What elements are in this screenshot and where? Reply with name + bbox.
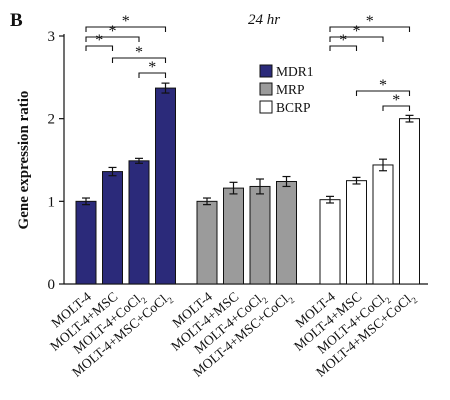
- bar-bcrp-3: [372, 164, 394, 285]
- legend-label: MDR1: [276, 64, 314, 79]
- significance-bracket: *: [111, 44, 167, 63]
- bar-mrp-1: [196, 200, 218, 285]
- axes: 0 1 2 3: [48, 29, 428, 293]
- significance-star: *: [148, 59, 156, 76]
- legend-label: BCRP: [276, 100, 311, 115]
- significance-star: *: [95, 32, 103, 49]
- bar-bcrp-1: [319, 199, 341, 285]
- bar-mdr1-4: [155, 87, 176, 285]
- legend-swatch: [259, 82, 273, 96]
- legend-item-mrp: MRP: [259, 82, 305, 97]
- legend: MDR1 MRP BCRP: [259, 64, 314, 115]
- significance-bracket: *: [382, 92, 411, 111]
- legend-item-bcrp: BCRP: [259, 100, 311, 115]
- y-tick-label: 1: [48, 194, 56, 210]
- legend-swatch: [259, 64, 273, 78]
- y-tick-label: 3: [48, 29, 56, 45]
- bar-bcrp-4: [399, 118, 420, 285]
- significance-bracket: *: [329, 13, 411, 32]
- bar-mdr1-1: [75, 200, 97, 285]
- legend-swatch: [259, 100, 273, 114]
- y-tick-label: 0: [48, 277, 56, 293]
- significance-bracket: *: [355, 77, 411, 96]
- significance-star: *: [353, 23, 361, 40]
- bar-mdr1-3: [128, 160, 150, 285]
- bar-mrp-4: [276, 180, 297, 285]
- bar-bcrp-2: [346, 180, 367, 285]
- y-tick-label: 2: [48, 112, 56, 128]
- significance-bracket: *: [85, 23, 140, 42]
- significance-brackets: * * * * * * * * * *: [85, 13, 411, 111]
- bar-mdr1-2: [102, 171, 123, 285]
- bar-mrp-3: [249, 185, 271, 285]
- significance-star: *: [379, 77, 387, 94]
- significance-star: *: [392, 92, 400, 109]
- legend-item-mdr1: MDR1: [259, 64, 314, 79]
- panel-label: B: [10, 10, 23, 31]
- significance-bracket: *: [138, 59, 167, 78]
- bars: [75, 82, 420, 285]
- significance-star: *: [135, 44, 143, 61]
- chart-title: 24 hr: [248, 12, 280, 28]
- significance-bracket: *: [329, 32, 358, 51]
- significance-star: *: [122, 13, 130, 30]
- x-tick-labels: MOLT-4MOLT-4+MSCMOLT-4+CoCl2MOLT-4+MSC+C…: [47, 289, 419, 380]
- y-axis-label: Gene expression ratio: [16, 91, 32, 230]
- significance-star: *: [339, 32, 347, 49]
- significance-star: *: [366, 13, 374, 30]
- significance-bracket: *: [85, 32, 114, 51]
- legend-label: MRP: [276, 82, 305, 97]
- significance-star: *: [109, 23, 117, 40]
- bar-mrp-2: [223, 187, 244, 285]
- significance-bracket: *: [329, 23, 384, 42]
- significance-bracket: *: [85, 13, 167, 32]
